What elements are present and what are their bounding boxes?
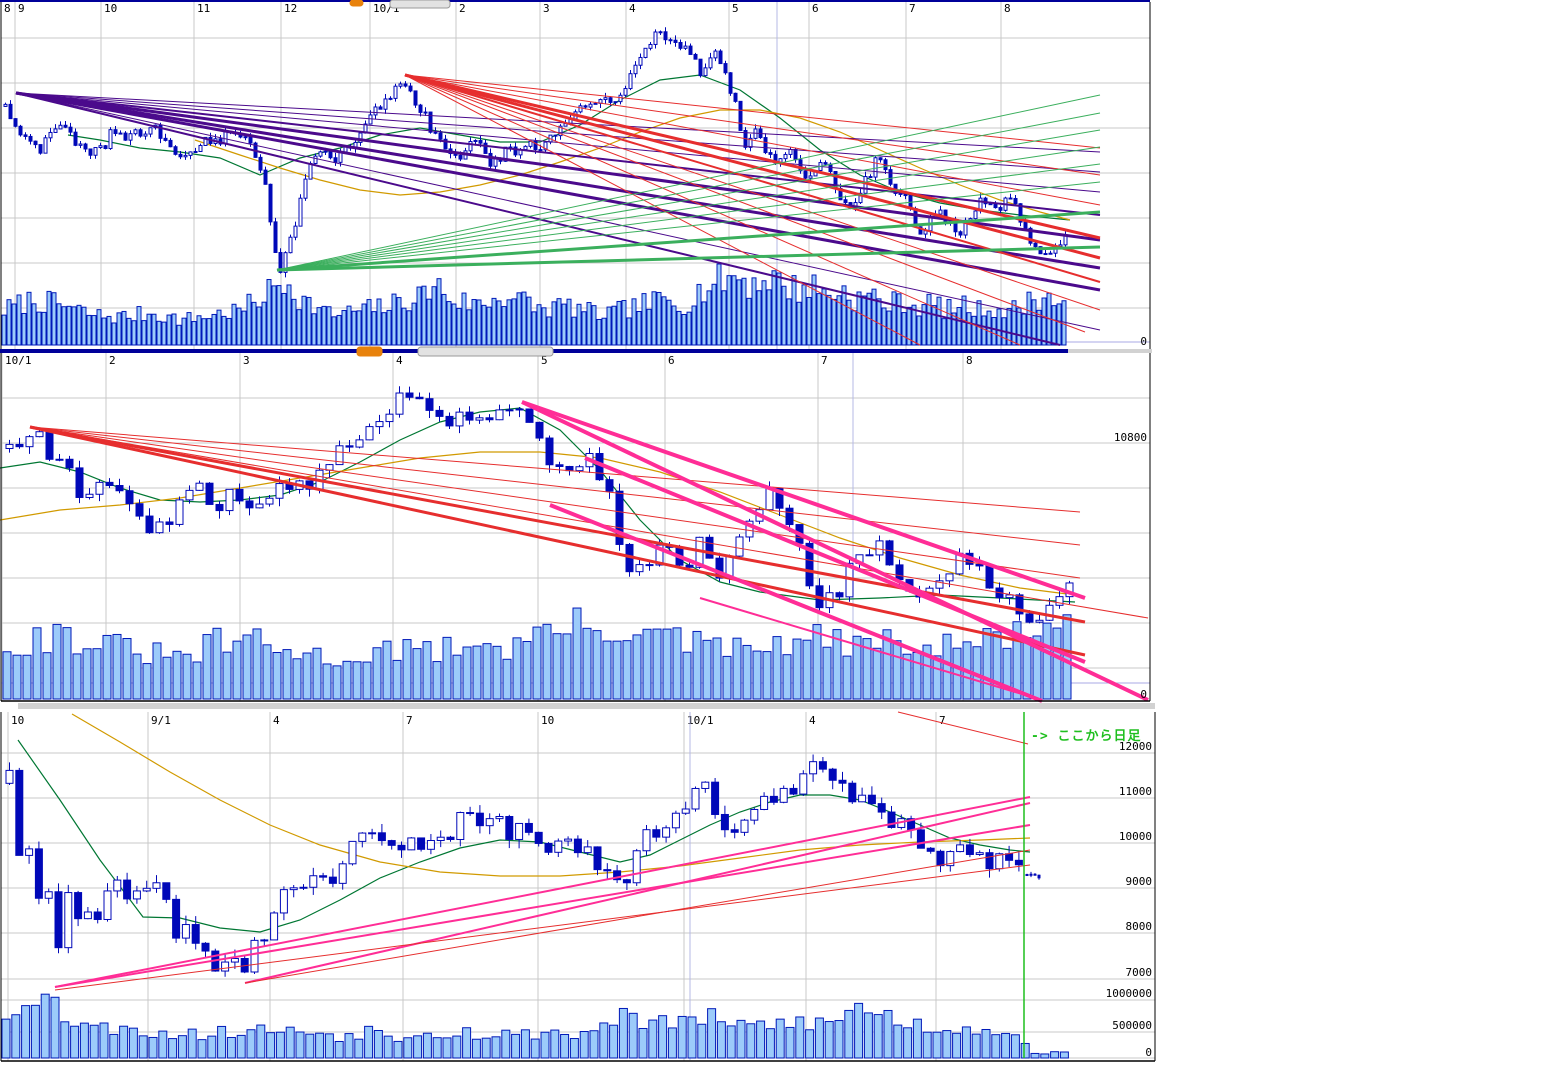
svg-text:4: 4 xyxy=(273,714,280,727)
middle-daily-chart: 10/1 2 3 4 5 6 7 8 10800 0 xyxy=(0,349,1152,703)
svg-text:8000: 8000 xyxy=(1126,920,1153,933)
svg-text:11: 11 xyxy=(197,2,210,15)
top-weekly-chart: 8 9 10 11 12 10/1 2 3 4 5 6 7 80 xyxy=(0,0,1151,353)
svg-text:4: 4 xyxy=(396,354,403,367)
svg-text:6: 6 xyxy=(668,354,675,367)
svg-text:6: 6 xyxy=(812,2,819,15)
svg-text:7: 7 xyxy=(939,714,946,727)
svg-text:9: 9 xyxy=(18,2,25,15)
bottom-long-term-chart-volume xyxy=(1,993,1069,1059)
svg-text:7: 7 xyxy=(821,354,828,367)
svg-text:10: 10 xyxy=(11,714,24,727)
svg-text:500000: 500000 xyxy=(1112,1019,1152,1032)
bottom-long-term-chart-candles-0 xyxy=(5,754,1023,977)
svg-text:8: 8 xyxy=(1004,2,1011,15)
svg-text:1000000: 1000000 xyxy=(1106,987,1152,1000)
svg-text:0: 0 xyxy=(1140,688,1147,701)
svg-text:2: 2 xyxy=(459,2,466,15)
top-weekly-chart-volume xyxy=(1,263,1067,346)
svg-text:5: 5 xyxy=(541,354,548,367)
svg-text:3: 3 xyxy=(243,354,250,367)
svg-text:0: 0 xyxy=(1145,1046,1152,1059)
svg-text:7000: 7000 xyxy=(1126,966,1153,979)
svg-text:9/1: 9/1 xyxy=(151,714,171,727)
ui-artifacts xyxy=(349,0,554,357)
svg-text:9000: 9000 xyxy=(1126,875,1153,888)
svg-text:10000: 10000 xyxy=(1119,830,1152,843)
svg-text:10: 10 xyxy=(541,714,554,727)
svg-text:7: 7 xyxy=(406,714,413,727)
svg-text:10/1: 10/1 xyxy=(687,714,714,727)
svg-text:12: 12 xyxy=(284,2,297,15)
svg-text:10/1: 10/1 xyxy=(5,354,32,367)
middle-daily-chart-volume xyxy=(2,607,1072,700)
svg-text:8: 8 xyxy=(4,2,11,15)
svg-text:7: 7 xyxy=(909,2,916,15)
daily-bars-annotation: -> ここから日足 xyxy=(1031,729,1142,744)
svg-text:8: 8 xyxy=(966,354,973,367)
svg-text:3: 3 xyxy=(543,2,550,15)
svg-text:5: 5 xyxy=(732,2,739,15)
svg-text:4: 4 xyxy=(809,714,816,727)
svg-text:2: 2 xyxy=(109,354,116,367)
svg-text:10: 10 xyxy=(104,2,117,15)
svg-text:12000: 12000 xyxy=(1119,740,1152,753)
bottom-long-term-chart: 10 9/1 4 7 10 10/1 4 7 12000 11000 10000 9000 8000 70… xyxy=(0,703,1156,1062)
svg-text:11000: 11000 xyxy=(1119,785,1152,798)
svg-text:4: 4 xyxy=(629,2,636,15)
bottom-long-term-chart-candles-1 xyxy=(1025,871,1041,880)
svg-text:10800: 10800 xyxy=(1114,431,1147,444)
svg-text:0: 0 xyxy=(1140,335,1147,348)
